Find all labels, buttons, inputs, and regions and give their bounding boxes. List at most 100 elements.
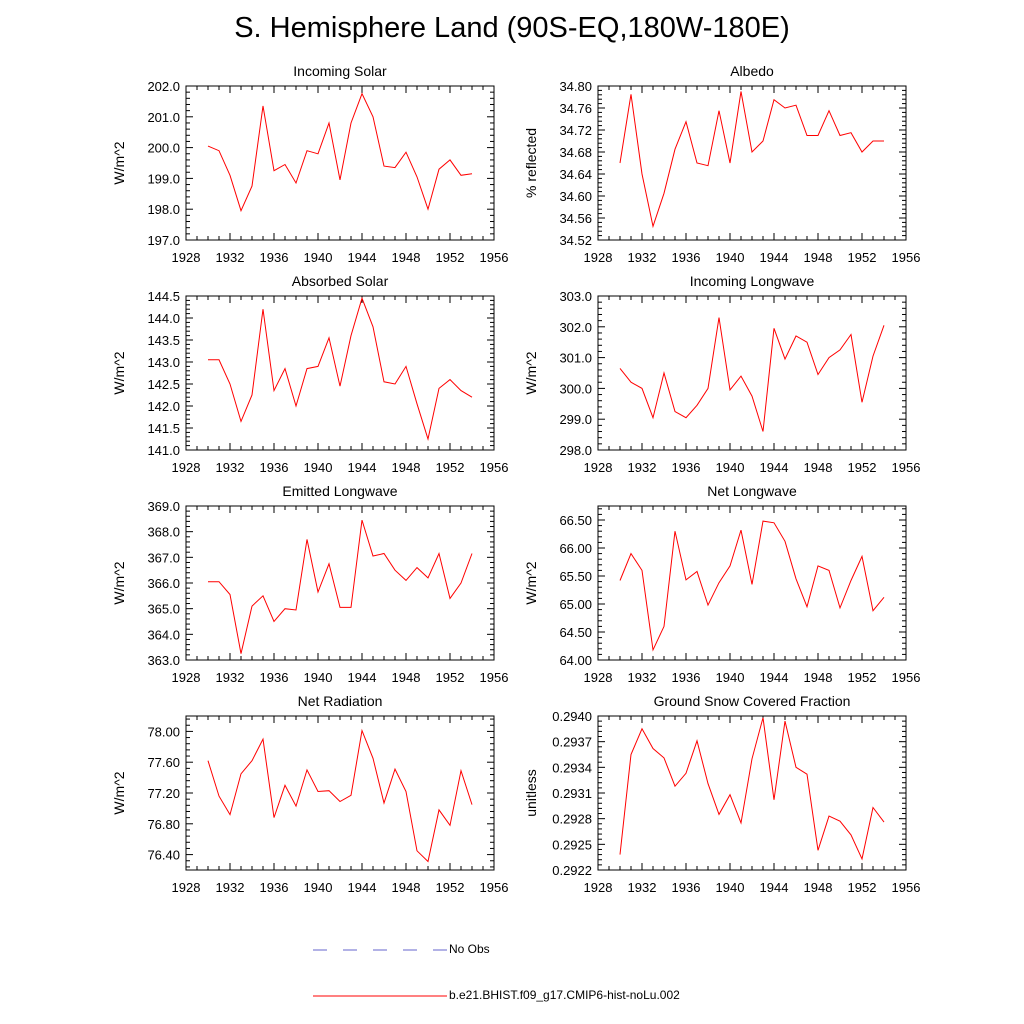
y-tick-label: 78.00 bbox=[147, 724, 180, 739]
y-tick-label: 142.5 bbox=[147, 377, 180, 392]
x-tick-label: 1944 bbox=[348, 460, 377, 475]
series-line bbox=[208, 296, 473, 441]
y-tick-label: 0.2925 bbox=[552, 837, 592, 852]
series-line bbox=[207, 92, 473, 213]
plot-frame bbox=[597, 85, 907, 241]
y-tick-label: 366.0 bbox=[147, 576, 180, 591]
chart-title: Absorbed Solar bbox=[292, 273, 389, 289]
chart-title: Incoming Solar bbox=[293, 63, 387, 79]
x-tick-label: 1940 bbox=[304, 460, 333, 475]
chart-panel: Net Radiation W/m^2 1928 1932 1936 1940 1944 19… bbox=[111, 693, 508, 895]
x-tick-label: 1952 bbox=[436, 670, 465, 685]
x-tick-label: 1932 bbox=[628, 250, 657, 265]
y-tick-label: 34.76 bbox=[559, 101, 592, 116]
x-tick-label: 1948 bbox=[804, 460, 833, 475]
chart-title: Emitted Longwave bbox=[282, 483, 397, 499]
y-tick-label: 34.60 bbox=[559, 189, 592, 204]
x-tick-label: 1952 bbox=[848, 250, 877, 265]
plot-frame bbox=[597, 715, 907, 871]
x-tick-label: 1928 bbox=[172, 670, 201, 685]
y-tick-label: 0.2934 bbox=[552, 760, 592, 775]
x-tick-label: 1932 bbox=[628, 460, 657, 475]
y-tick-label: 0.2931 bbox=[552, 786, 592, 801]
chart-panel: Albedo % reflected 1928 1932 1936 1940 1944 194… bbox=[523, 63, 920, 265]
x-tick-label: 1944 bbox=[760, 460, 789, 475]
y-tick-label: 64.00 bbox=[559, 653, 592, 668]
y-tick-label: 144.5 bbox=[147, 289, 180, 304]
y-tick-label: 363.0 bbox=[147, 653, 180, 668]
y-tick-label: 369.0 bbox=[147, 499, 180, 514]
x-tick-label: 1928 bbox=[172, 880, 201, 895]
chart-panel: Emitted Longwave W/m^2 1928 1932 1936 1940 194… bbox=[111, 483, 508, 685]
x-tick-label: 1956 bbox=[480, 670, 509, 685]
plot-frame bbox=[185, 505, 495, 661]
y-axis-label: unitless bbox=[523, 769, 539, 816]
chart-title: Net Radiation bbox=[298, 693, 383, 709]
y-tick-label: 298.0 bbox=[559, 443, 592, 458]
x-tick-label: 1952 bbox=[848, 460, 877, 475]
x-tick-label: 1944 bbox=[760, 250, 789, 265]
y-tick-label: 34.56 bbox=[559, 211, 592, 226]
x-tick-label: 1956 bbox=[480, 880, 509, 895]
x-tick-label: 1948 bbox=[392, 250, 421, 265]
y-tick-label: 34.72 bbox=[559, 123, 592, 138]
y-tick-label: 144.0 bbox=[147, 311, 180, 326]
chart-panel: Absorbed Solar W/m^2 1928 1932 1936 1940 1944 1… bbox=[111, 273, 508, 475]
y-tick-label: 65.50 bbox=[559, 569, 592, 584]
x-tick-label: 1952 bbox=[436, 880, 465, 895]
plot-frame bbox=[185, 715, 495, 871]
y-tick-label: 202.0 bbox=[147, 79, 180, 94]
x-tick-label: 1944 bbox=[348, 250, 377, 265]
series-line bbox=[619, 717, 885, 861]
y-axis-label: W/m^2 bbox=[111, 351, 127, 394]
y-tick-label: 34.64 bbox=[559, 167, 592, 182]
y-tick-label: 199.0 bbox=[147, 171, 180, 186]
series-line bbox=[619, 317, 885, 432]
y-tick-label: 76.40 bbox=[147, 848, 180, 863]
y-tick-label: 0.2937 bbox=[552, 735, 592, 750]
x-tick-label: 1940 bbox=[304, 880, 333, 895]
x-tick-label: 1928 bbox=[584, 670, 613, 685]
y-axis-label: W/m^2 bbox=[111, 561, 127, 604]
y-tick-label: 0.2928 bbox=[552, 812, 592, 827]
y-tick-label: 299.0 bbox=[559, 412, 592, 427]
x-tick-label: 1928 bbox=[172, 460, 201, 475]
y-tick-label: 303.0 bbox=[559, 289, 592, 304]
y-tick-label: 143.0 bbox=[147, 355, 180, 370]
y-tick-label: 368.0 bbox=[147, 525, 180, 540]
y-tick-label: 142.0 bbox=[147, 399, 180, 414]
x-tick-label: 1932 bbox=[628, 880, 657, 895]
y-tick-label: 365.0 bbox=[147, 602, 180, 617]
chart-title: Ground Snow Covered Fraction bbox=[654, 693, 851, 709]
y-tick-label: 143.5 bbox=[147, 333, 180, 348]
y-tick-label: 200.0 bbox=[147, 141, 180, 156]
chart-title: Incoming Longwave bbox=[690, 273, 815, 289]
x-tick-label: 1952 bbox=[436, 250, 465, 265]
x-tick-label: 1932 bbox=[216, 670, 245, 685]
x-tick-label: 1940 bbox=[716, 250, 745, 265]
x-tick-label: 1940 bbox=[716, 670, 745, 685]
x-tick-label: 1952 bbox=[848, 880, 877, 895]
y-tick-label: 141.5 bbox=[147, 421, 180, 436]
x-tick-label: 1932 bbox=[216, 460, 245, 475]
chart-panel: Incoming Longwave W/m^2 1928 1932 1936 1940 19… bbox=[523, 273, 920, 475]
x-tick-label: 1952 bbox=[848, 670, 877, 685]
y-tick-label: 141.0 bbox=[147, 443, 180, 458]
y-tick-label: 77.60 bbox=[147, 755, 180, 770]
series-line bbox=[619, 520, 885, 652]
y-tick-label: 198.0 bbox=[147, 202, 180, 217]
x-tick-label: 1948 bbox=[392, 670, 421, 685]
x-tick-label: 1948 bbox=[804, 880, 833, 895]
y-tick-label: 364.0 bbox=[147, 627, 180, 642]
x-tick-label: 1944 bbox=[760, 670, 789, 685]
y-tick-label: 76.80 bbox=[147, 817, 180, 832]
x-tick-label: 1956 bbox=[892, 460, 921, 475]
x-tick-label: 1940 bbox=[304, 670, 333, 685]
x-tick-label: 1928 bbox=[584, 250, 613, 265]
y-tick-label: 65.00 bbox=[559, 597, 592, 612]
plot-frame bbox=[185, 295, 495, 451]
y-tick-label: 301.0 bbox=[559, 351, 592, 366]
x-tick-label: 1936 bbox=[260, 670, 289, 685]
x-tick-label: 1932 bbox=[216, 880, 245, 895]
